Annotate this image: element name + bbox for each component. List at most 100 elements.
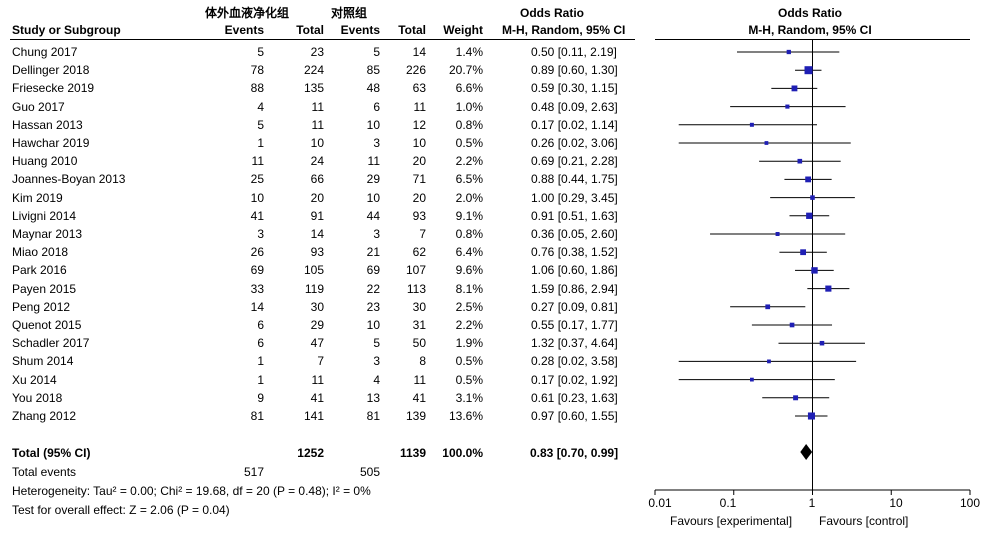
events1-cell: 1 [257, 372, 264, 387]
study-marker [810, 195, 815, 200]
study-name: Hawchar 2019 [12, 136, 90, 150]
events2-cell: 48 [366, 81, 380, 96]
study-marker [793, 395, 799, 401]
tick-label-10: 10 [889, 496, 903, 510]
events2-cell: 3 [373, 354, 380, 369]
study-name: Dellinger 2018 [12, 63, 90, 78]
total2-cell: 30 [412, 299, 426, 314]
study-marker [750, 377, 754, 382]
events2-cell: 4 [373, 372, 380, 387]
total2-cell: 50 [412, 336, 426, 351]
total1-cell: 66 [310, 172, 324, 187]
study-name: Kim 2019 [12, 190, 63, 205]
study-marker [786, 49, 791, 55]
total2-cell: 62 [412, 245, 426, 260]
study-name: Park 2016 [12, 263, 67, 278]
total1-cell: 11 [311, 99, 324, 114]
favours-left: Favours [experimental] [670, 514, 793, 528]
total2-cell: 10 [412, 136, 426, 150]
or-ci-cell: 0.28 [0.02, 3.58] [531, 354, 618, 369]
events1-cell: 41 [250, 208, 264, 223]
weight-cell: 0.5% [455, 354, 483, 369]
events1-cell: 26 [250, 245, 264, 260]
overall-effect-text: Test for overall effect: Z = 2.06 (P = 0… [12, 503, 230, 517]
study-name: Payen 2015 [12, 281, 77, 296]
study-marker [804, 66, 813, 75]
weight-cell: 0.8% [455, 227, 483, 241]
or-ci-cell: 1.00 [0.29, 3.45] [531, 190, 618, 205]
total1-cell: 30 [310, 299, 324, 314]
total1-header: Total [296, 23, 324, 37]
or-ci-cell: 0.88 [0.44, 1.75] [531, 172, 618, 187]
or-ci-cell: 0.26 [0.02, 3.06] [531, 136, 618, 150]
events1-cell: 69 [250, 263, 264, 278]
study-marker [805, 176, 812, 183]
weight-cell: 20.7% [448, 63, 483, 78]
events2-cell: 29 [366, 172, 380, 187]
total1-cell: 224 [303, 63, 324, 78]
study-column-header: Study or Subgroup [12, 23, 121, 37]
weight-cell: 8.1% [455, 281, 483, 296]
total2-cell: 11 [413, 372, 426, 387]
study-name: Quenot 2015 [12, 318, 82, 332]
study-name: Miao 2018 [12, 245, 69, 260]
or-ci-cell: 0.61 [0.23, 1.63] [531, 390, 618, 405]
total-events-label: Total events [12, 465, 77, 479]
plot-header-rule [655, 39, 970, 40]
or-ci-cell: 0.50 [0.11, 2.19] [531, 45, 617, 59]
tick-label-1: 1 [808, 496, 816, 510]
total1-cell: 41 [310, 390, 324, 405]
events1-cell: 5 [257, 45, 264, 59]
total1-cell: 141 [303, 409, 324, 423]
events1-header: Events [224, 23, 264, 37]
weight-cell: 2.2% [455, 318, 483, 332]
weight-cell: 0.5% [455, 136, 483, 150]
study-name: Livigni 2014 [12, 208, 77, 223]
study-name: Schadler 2017 [12, 336, 90, 351]
or-ci-cell: 0.89 [0.60, 1.30] [531, 63, 618, 78]
or-ci-cell: 0.97 [0.60, 1.55] [531, 409, 618, 423]
events2-cell: 10 [366, 190, 380, 205]
plot-title: Odds Ratio [777, 6, 842, 20]
tick-label-0.1: 0.1 [719, 496, 737, 510]
events1-cell: 81 [250, 409, 264, 423]
total2-cell: 20 [412, 190, 426, 205]
total2-cell: 226 [405, 63, 426, 78]
weight-cell: 6.6% [455, 81, 483, 96]
total1-cell: 11 [311, 117, 324, 132]
weight-cell: 9.6% [455, 263, 483, 278]
total2-cell: 8 [419, 354, 426, 369]
study-name: Joannes-Boyan 2013 [12, 172, 126, 187]
total2-value: 1139 [399, 446, 426, 460]
or-ci-cell: 0.76 [0.38, 1.52] [531, 245, 618, 260]
total-events1: 517 [243, 465, 264, 479]
events2-cell: 5 [373, 45, 380, 59]
study-marker [789, 322, 795, 328]
or-ci-cell: 0.59 [0.30, 1.15] [531, 81, 618, 96]
or-ci-cell: 0.48 [0.09, 2.63] [531, 99, 618, 114]
weight-cell: 0.5% [455, 372, 483, 387]
events1-cell: 6 [257, 336, 264, 351]
weight-cell: 2.0% [455, 190, 483, 205]
events1-cell: 10 [250, 190, 264, 205]
weight-cell: 1.9% [455, 336, 483, 351]
events2-cell: 3 [373, 136, 380, 150]
total1-cell: 29 [310, 318, 324, 332]
events1-cell: 3 [257, 227, 264, 241]
or-ci-cell: 0.17 [0.02, 1.14] [531, 117, 618, 132]
weight-cell: 6.4% [455, 245, 483, 260]
events2-cell: 5 [373, 336, 380, 351]
weight-cell: 9.1% [455, 208, 483, 223]
events1-cell: 6 [257, 318, 264, 332]
total1-cell: 20 [310, 190, 324, 205]
total1-cell: 93 [310, 245, 324, 260]
events1-cell: 1 [257, 136, 264, 150]
or-method-header: M-H, Random, 95% CI [502, 23, 626, 37]
study-marker [749, 122, 754, 127]
events1-cell: 88 [250, 81, 264, 96]
tick-label-100: 100 [959, 496, 981, 510]
total2-cell: 31 [412, 318, 426, 332]
or-ci-cell: 1.32 [0.37, 4.64] [531, 336, 618, 351]
total1-cell: 135 [303, 81, 324, 96]
